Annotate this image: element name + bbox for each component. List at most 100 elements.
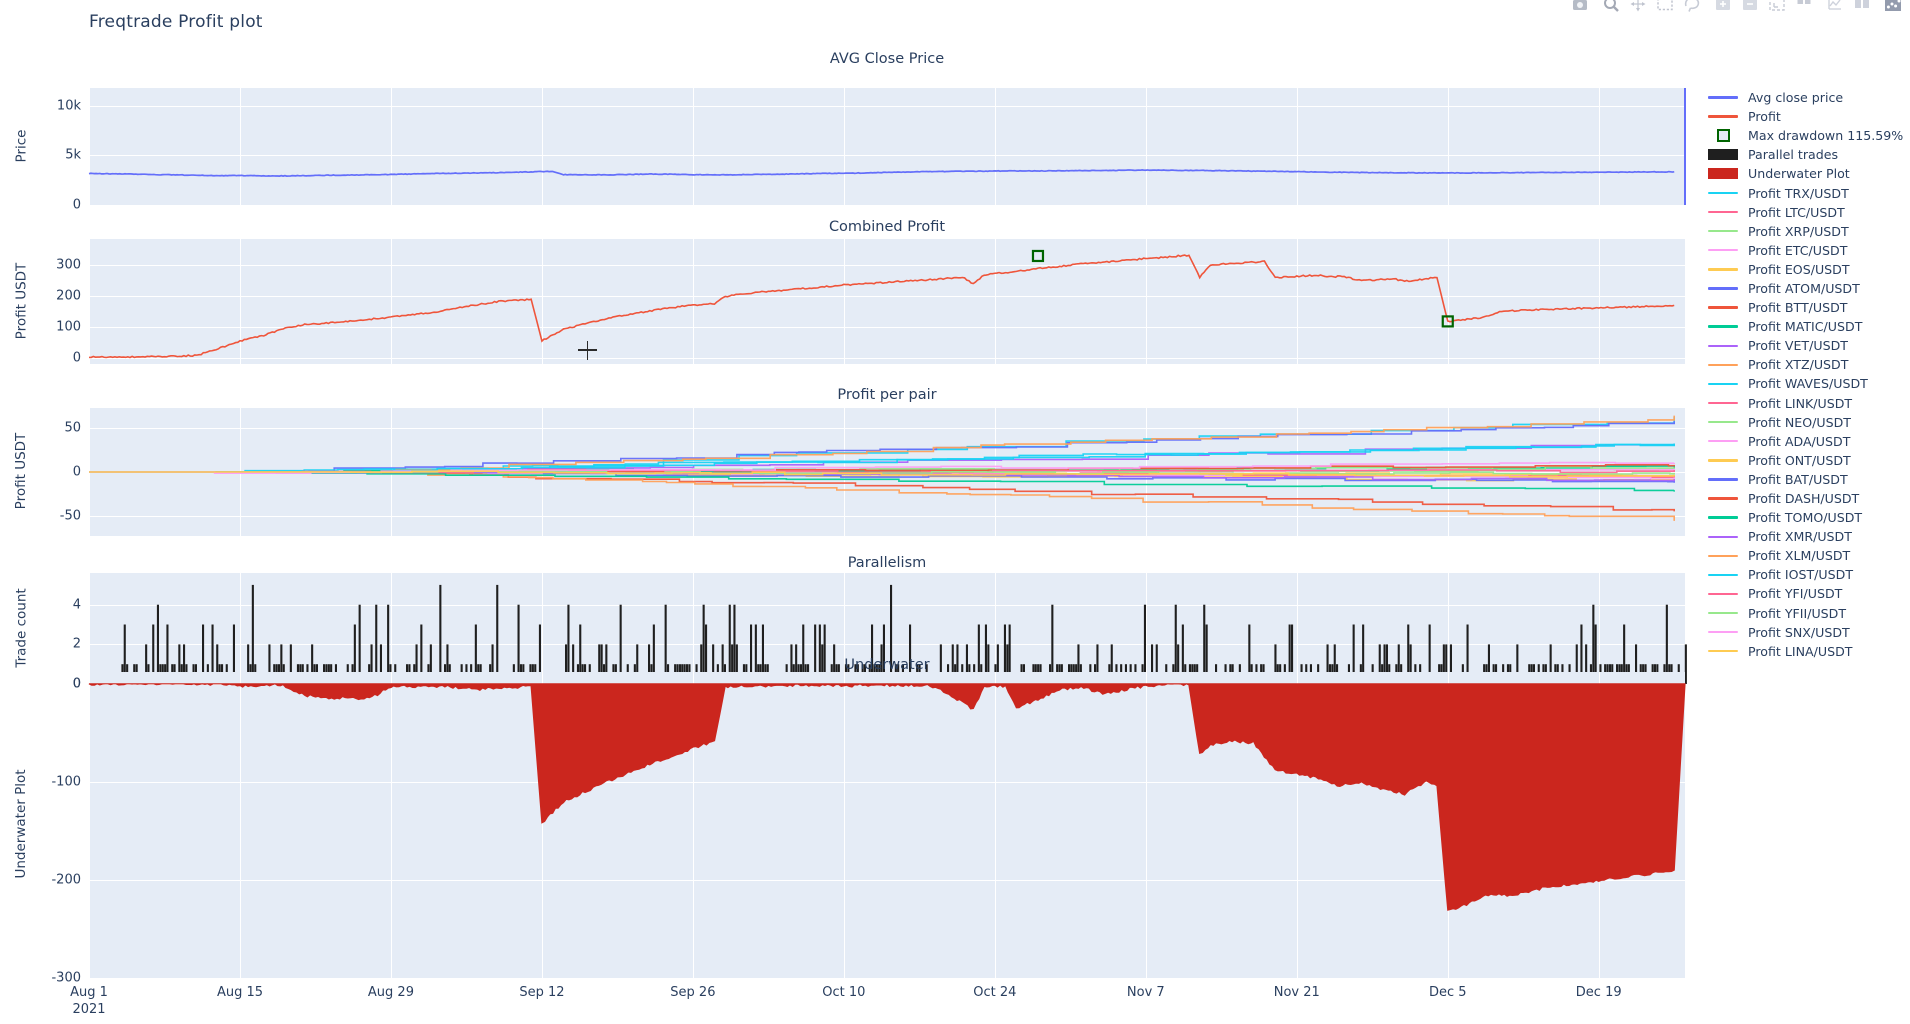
legend-parallel-trades[interactable]: Parallel trades (1706, 145, 1906, 164)
modebar-group[interactable] (1602, 0, 1701, 13)
legend-profit-tomo-usdt[interactable]: Profit TOMO/USDT (1706, 508, 1906, 527)
legend-profit-etc-usdt[interactable]: Profit ETC/USDT (1706, 241, 1906, 260)
y-tick-label: 200 (56, 288, 81, 304)
autoscale-icon[interactable] (1768, 0, 1786, 13)
subplot-combined-profit[interactable] (88, 239, 1685, 364)
legend-swatch-icon (1706, 611, 1740, 615)
box-select-icon[interactable] (1656, 0, 1674, 13)
hover-compare-icon[interactable] (1853, 0, 1871, 13)
legend-item-label: Profit LINA/USDT (1748, 643, 1853, 659)
legend-item-label: Profit EOS/USDT (1748, 261, 1850, 277)
x-gridline (1296, 573, 1298, 684)
x-gridline (1447, 573, 1449, 684)
y-tick-label: 10k (56, 98, 81, 114)
y-gridline (89, 781, 1685, 783)
legend-profit-btt-usdt[interactable]: Profit BTT/USDT (1706, 298, 1906, 317)
zoom-out-icon[interactable] (1741, 0, 1759, 13)
legend-profit-snx-usdt[interactable]: Profit SNX/USDT (1706, 623, 1906, 642)
legend-swatch-icon (1706, 129, 1740, 143)
legend-swatch-icon (1706, 650, 1740, 653)
legend-profit-yfi-usdt[interactable]: Profit YFI/USDT (1706, 584, 1906, 603)
legend-profit-bat-usdt[interactable]: Profit BAT/USDT (1706, 470, 1906, 489)
chart-legend[interactable]: Avg close price Profit Max drawdown 115.59… (1706, 88, 1906, 661)
legend-profit-ont-usdt[interactable]: Profit ONT/USDT (1706, 451, 1906, 470)
subplot-avg-close-price[interactable] (88, 88, 1686, 206)
subplot-profit-per-pair[interactable] (89, 408, 1685, 536)
x-gridline (541, 239, 543, 364)
legend-profit-ada-usdt[interactable]: Profit ADA/USDT (1706, 432, 1906, 451)
reset-axes-icon[interactable] (1795, 0, 1813, 13)
legend-profit-link-usdt[interactable]: Profit LINK/USDT (1706, 394, 1906, 413)
legend-swatch-icon (1706, 306, 1740, 309)
legend-profit-lina-usdt[interactable]: Profit LINA/USDT (1706, 642, 1906, 661)
legend-item-label: Profit WAVES/USDT (1748, 376, 1868, 392)
y-gridline (89, 357, 1685, 359)
x-axis-year-label: 2021 (72, 1002, 106, 1017)
legend-swatch-icon (1706, 401, 1740, 405)
profit-per-pair-lines (89, 415, 1675, 521)
legend-profit-dash-usdt[interactable]: Profit DASH/USDT (1706, 489, 1906, 508)
x-gridline (1296, 408, 1298, 536)
pan-icon[interactable] (1629, 0, 1647, 13)
y-gridline (89, 978, 1685, 979)
legend-item-label: Profit XRP/USDT (1748, 223, 1849, 239)
x-tick-label: Aug 29 (367, 985, 414, 1000)
y-axis-label-parallelism: Trade count (13, 587, 29, 668)
legend-swatch-icon (1706, 382, 1740, 386)
plot-area-background (89, 239, 1685, 364)
legend-profit-xlm-usdt[interactable]: Profit XLM/USDT (1706, 546, 1906, 565)
legend-item-label: Profit MATIC/USDT (1748, 319, 1863, 335)
legend-profit-ltc-usdt[interactable]: Profit LTC/USDT (1706, 203, 1906, 222)
x-gridline (1296, 88, 1298, 205)
underwater-area (88, 683, 1686, 911)
legend-profit-xrp-usdt[interactable]: Profit XRP/USDT (1706, 222, 1906, 241)
legend-item-label: Profit TRX/USDT (1748, 185, 1849, 201)
legend-profit-xtz-usdt[interactable]: Profit XTZ/USDT (1706, 355, 1906, 374)
y-gridline (89, 205, 1685, 206)
x-gridline (89, 672, 90, 978)
legend-item-label: Profit (1748, 109, 1781, 125)
modebar-group[interactable] (1826, 0, 1871, 13)
x-gridline (994, 573, 996, 684)
y-tick-label: 0 (72, 464, 81, 480)
legend-underwater-plot[interactable]: Underwater Plot (1706, 164, 1906, 183)
toggle-spikelines-icon[interactable] (1826, 0, 1844, 13)
legend-max-drawdown[interactable]: Max drawdown 115.59% (1706, 126, 1906, 145)
modebar-group[interactable] (1571, 0, 1589, 13)
lasso-select-icon[interactable] (1683, 0, 1701, 13)
x-gridline (1145, 88, 1147, 205)
plotly-logo-icon[interactable] (1884, 0, 1902, 13)
legend-profit-eos-usdt[interactable]: Profit EOS/USDT (1706, 260, 1906, 279)
x-tick-label: Sep 12 (519, 985, 565, 1000)
legend-profit-vet-usdt[interactable]: Profit VET/USDT (1706, 336, 1906, 355)
legend-swatch-icon (1706, 191, 1740, 195)
legend-swatch-icon (1706, 592, 1740, 596)
legend-item-label: Profit ETC/USDT (1748, 242, 1848, 258)
y-tick-label: -100 (51, 774, 81, 790)
x-gridline (1145, 239, 1147, 364)
y-gridline (89, 604, 1685, 606)
plotly-modebar[interactable] (1571, 0, 1902, 17)
modebar-group[interactable] (1884, 0, 1902, 13)
x-gridline (239, 239, 241, 364)
legend-profit-xmr-usdt[interactable]: Profit XMR/USDT (1706, 527, 1906, 546)
legend-profit-iost-usdt[interactable]: Profit IOST/USDT (1706, 565, 1906, 584)
legend-profit-waves-usdt[interactable]: Profit WAVES/USDT (1706, 374, 1906, 393)
zoom-icon[interactable] (1602, 0, 1620, 13)
modebar-group[interactable] (1714, 0, 1813, 13)
zoom-in-icon[interactable] (1714, 0, 1732, 13)
legend-profit[interactable]: Profit (1706, 107, 1906, 126)
legend-profit-yfii-usdt[interactable]: Profit YFII/USDT (1706, 604, 1906, 623)
legend-profit-atom-usdt[interactable]: Profit ATOM/USDT (1706, 279, 1906, 298)
x-gridline (541, 88, 543, 205)
x-gridline (1145, 672, 1147, 978)
x-gridline (843, 88, 845, 205)
legend-profit-matic-usdt[interactable]: Profit MATIC/USDT (1706, 317, 1906, 336)
subplot-underwater[interactable] (88, 672, 1686, 979)
x-gridline (1447, 239, 1449, 364)
legend-profit-trx-usdt[interactable]: Profit TRX/USDT (1706, 183, 1906, 202)
legend-profit-neo-usdt[interactable]: Profit NEO/USDT (1706, 413, 1906, 432)
legend-avg-close-price[interactable]: Avg close price (1706, 88, 1906, 107)
camera-icon[interactable] (1571, 0, 1589, 13)
x-gridline (692, 672, 694, 978)
